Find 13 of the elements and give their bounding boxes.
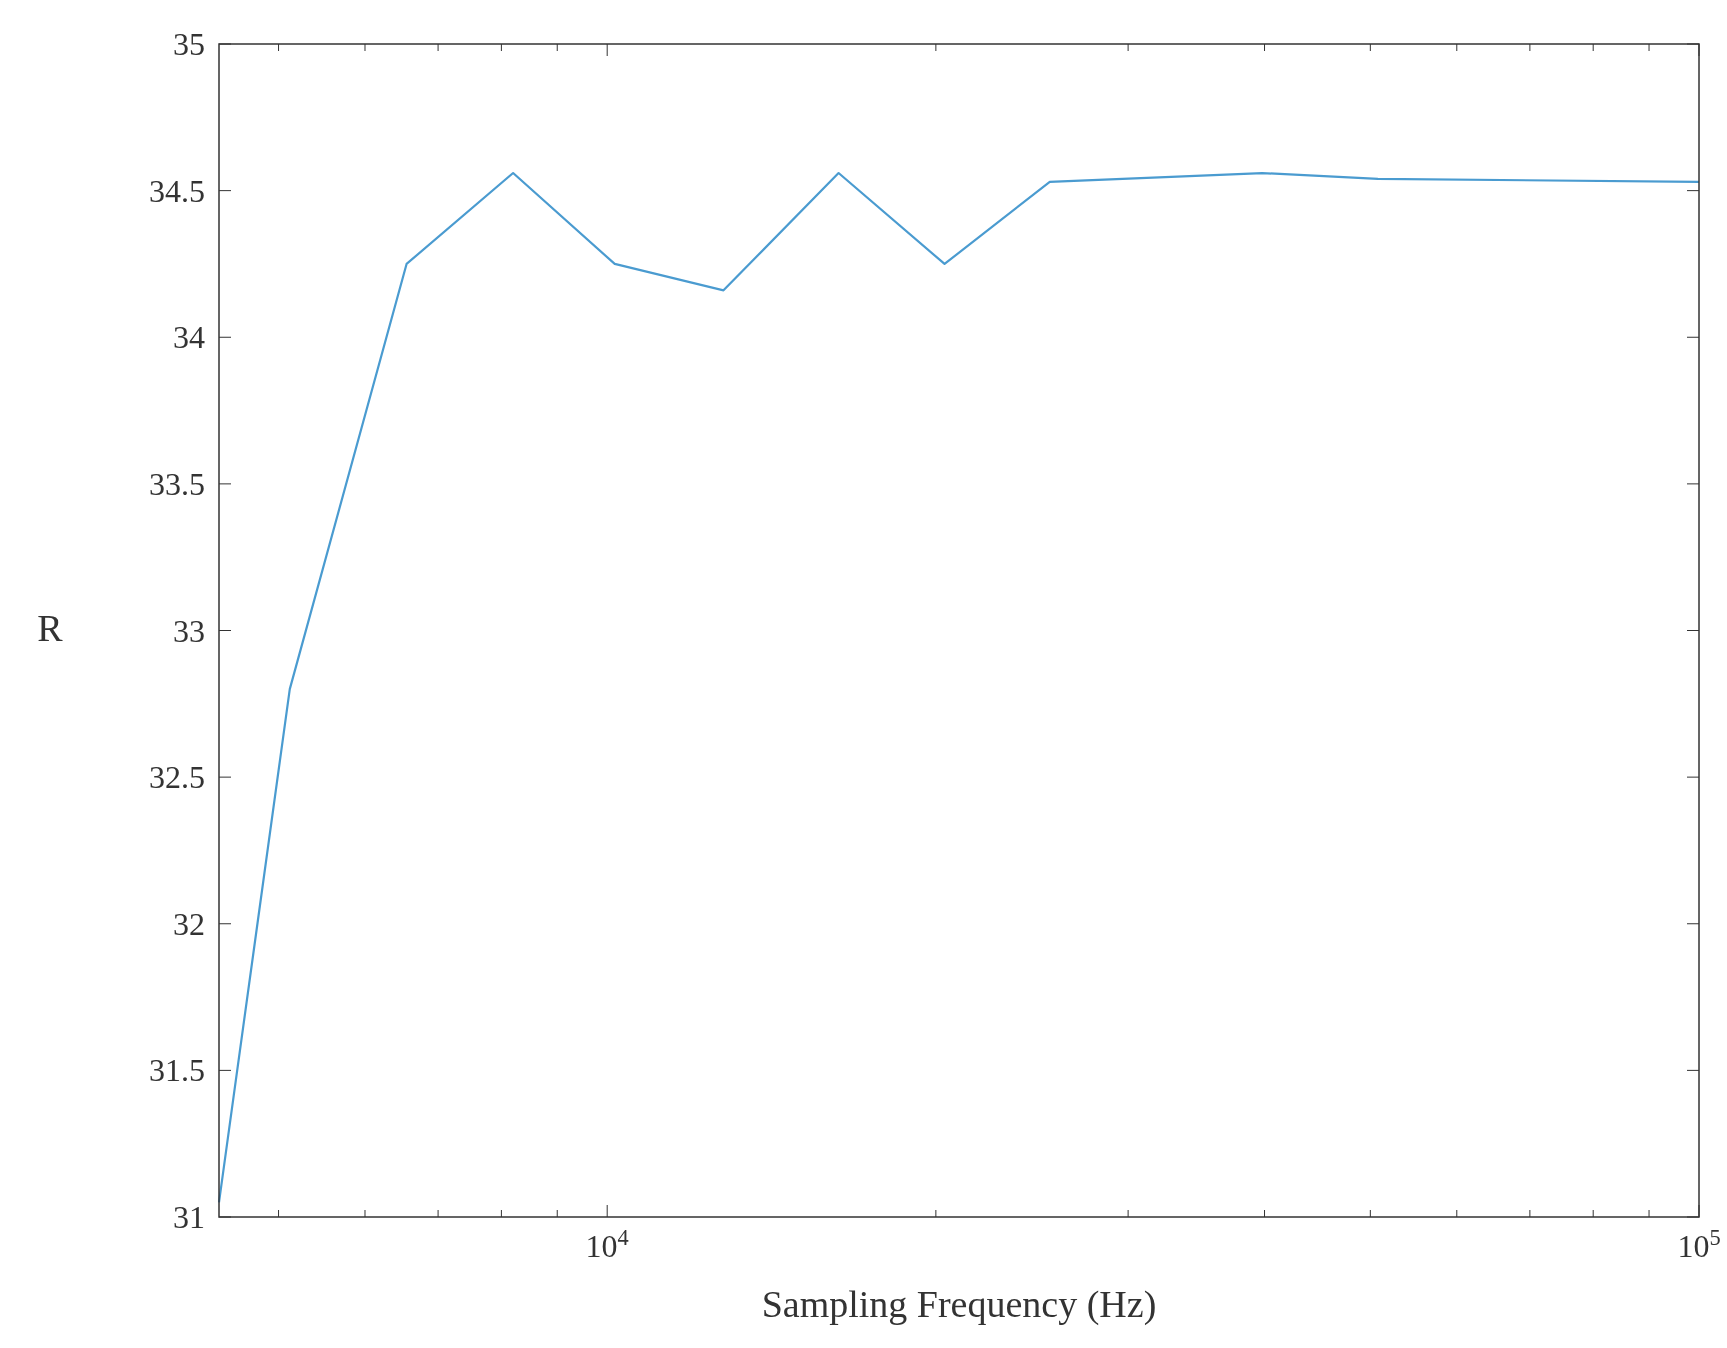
- x-tick-label: 10$^{5}$: [1677, 1224, 1721, 1264]
- y-tick-label: 33.5: [149, 465, 205, 502]
- y-tick-label: 33: [173, 612, 205, 649]
- y-tick-label: 31.5: [149, 1052, 205, 1089]
- y-axis-title: R: [37, 606, 64, 649]
- y-tick-label: 32: [173, 905, 205, 942]
- y-tick-label: 34: [173, 319, 205, 356]
- x-tick-label: 10$^{4}$: [585, 1224, 629, 1264]
- y-tick-label: 31: [173, 1199, 205, 1235]
- y-tick-label: 32.5: [149, 759, 205, 796]
- y-tick-label: 34.5: [149, 172, 205, 209]
- y-tick-label: 35: [173, 26, 205, 62]
- x-axis-title: Sampling Frequency (Hz): [761, 1283, 1157, 1326]
